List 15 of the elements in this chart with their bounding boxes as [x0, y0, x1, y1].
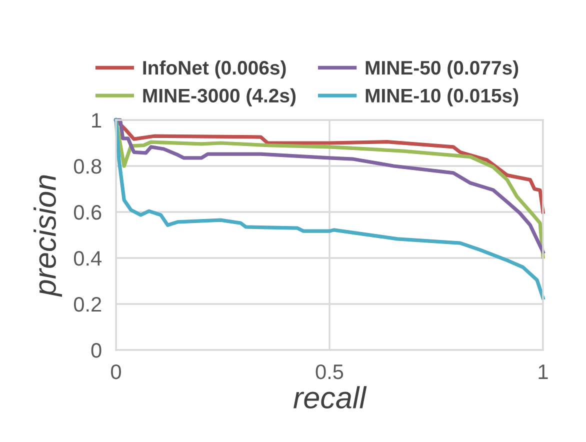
- x-axis-title: recall: [294, 386, 367, 409]
- y-tick-label: 0.2: [74, 297, 102, 312]
- y-tick-label: 0.4: [74, 251, 102, 266]
- y-tick-label: 1: [92, 113, 102, 128]
- y-tick-label: 0.8: [74, 159, 102, 174]
- x-tick-label: 0: [111, 364, 121, 380]
- y-axis-title: precision: [34, 175, 62, 297]
- legend-label: MINE-3000 (4.2s): [143, 88, 296, 106]
- legend-label: MINE-50 (0.077s): [366, 60, 518, 79]
- x-tick-label: 0.5: [316, 364, 344, 380]
- legend-label: InfoNet (0.006s): [143, 60, 286, 79]
- y-tick-label: 0.6: [74, 205, 102, 220]
- x-tick-label: 1: [538, 364, 548, 379]
- y-tick-label: 0: [91, 343, 102, 358]
- legend-label: MINE-10 (0.015s): [366, 88, 518, 106]
